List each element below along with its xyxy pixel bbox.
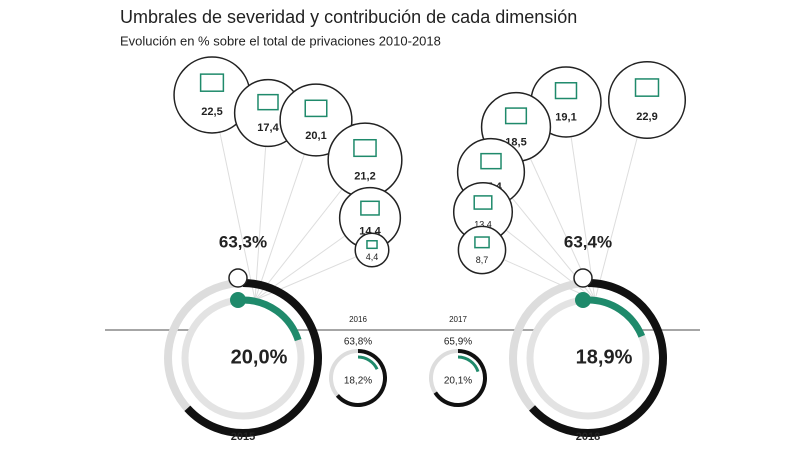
severity-label: 20,0% (231, 346, 288, 368)
severity-icon (230, 292, 246, 308)
total-arc (529, 279, 667, 437)
severity-arc (357, 355, 379, 371)
dimension-icon (366, 240, 378, 250)
year-label: 2018 (576, 431, 600, 443)
year-label: 2015 (231, 431, 255, 443)
dimension-icon (554, 82, 578, 100)
total-label: 63,8% (344, 337, 372, 348)
total-arc (433, 349, 487, 407)
dimension-bubble (354, 232, 390, 268)
dimension-icon (504, 107, 528, 125)
severity-arc (457, 355, 480, 373)
total-label: 63,3% (219, 232, 267, 251)
alert-icon (228, 268, 248, 288)
dimension-label: 22,9 (636, 111, 657, 123)
severity-arc (587, 296, 646, 338)
total-arc (184, 279, 322, 437)
severity-icon (575, 292, 591, 308)
total-label: 65,9% (444, 337, 472, 348)
dimension-label: 21,2 (354, 170, 375, 182)
dimension-label: 8,7 (476, 255, 489, 265)
year-label: 2017 (449, 315, 467, 324)
dimension-bubble (279, 83, 353, 157)
dimension-icon (257, 93, 279, 111)
year-label: 2016 (349, 315, 367, 324)
dimension-bubble (607, 60, 687, 140)
total-label: 63,4% (564, 232, 612, 251)
dimension-label: 20,1 (305, 130, 326, 142)
dimension-label: 19,1 (555, 112, 576, 124)
dimension-label: 22,5 (201, 106, 222, 118)
dimension-icon (353, 138, 377, 158)
dimension-icon (634, 78, 660, 97)
dimension-bubble (457, 225, 507, 275)
dimension-icon (474, 236, 490, 249)
dimension-label: 17,4 (257, 122, 279, 134)
severity-label: 18,2% (344, 376, 372, 387)
dimension-label: 4,4 (366, 252, 379, 262)
severity-label: 20,1% (444, 376, 472, 387)
severity-label: 18,9% (576, 346, 633, 368)
severity-arc (242, 296, 302, 342)
subtitle: Evolución en % sobre el total de privaci… (120, 33, 441, 48)
title: Umbrales de severidad y contribución de … (120, 7, 577, 27)
total-arc (335, 349, 387, 407)
alert-icon (573, 268, 593, 288)
dimension-icon (360, 200, 380, 216)
dimension-icon (199, 73, 225, 92)
dimension-icon (480, 152, 502, 170)
dimension-label: 13,4 (474, 220, 492, 230)
dimension-bubble (327, 122, 403, 198)
dimension-icon (304, 99, 328, 118)
dimension-icon (473, 195, 493, 210)
